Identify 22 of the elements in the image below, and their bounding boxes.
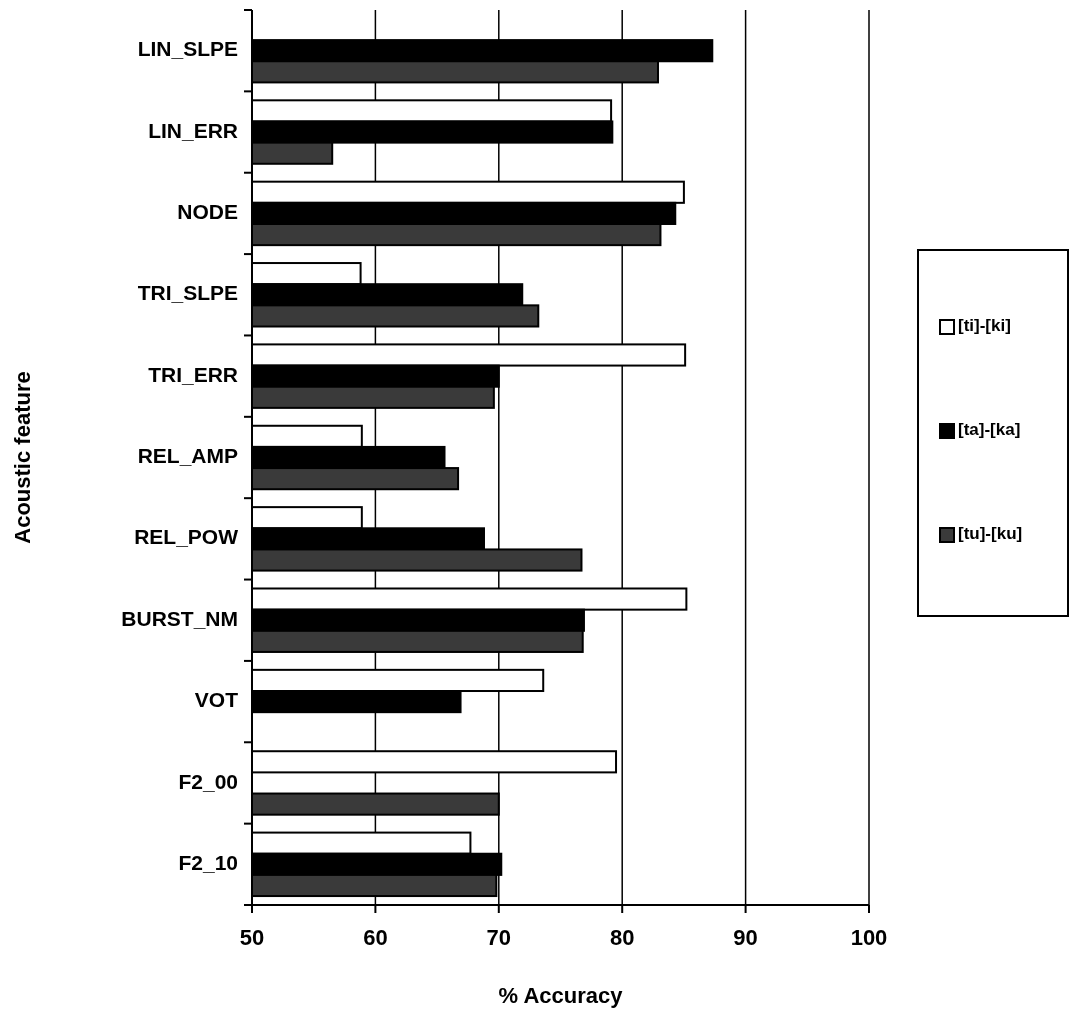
y-tick-label: TRI_SLPE	[137, 281, 238, 305]
x-tick-label: 100	[850, 925, 888, 950]
y-tick-label: REL_AMP	[137, 444, 238, 468]
y-tick-label: F2_00	[178, 769, 238, 793]
legend-label: [ti]-[ki]	[958, 316, 1011, 336]
y-axis-title: Acoustic feature	[10, 371, 35, 544]
y-tick-label: TRI_ERR	[148, 362, 238, 386]
y-tick-label: BURST_NM	[121, 606, 238, 630]
y-tick-label: REL_POW	[134, 525, 239, 549]
legend-label: [tu]-[ku]	[958, 524, 1023, 544]
y-tick-label: NODE	[177, 199, 238, 223]
x-tick-label: 60	[363, 925, 388, 950]
y-tick-label: LIN_ERR	[148, 118, 238, 142]
y-tick-label: F2_10	[178, 850, 238, 874]
y-tick-label: LIN_SLPE	[137, 37, 238, 61]
x-tick-label: 50	[239, 925, 265, 950]
legend-label: [ta]-[ka]	[958, 420, 1021, 440]
x-tick-label: 70	[486, 925, 512, 950]
y-tick-label: VOT	[194, 688, 239, 712]
x-tick-label: 90	[733, 925, 758, 950]
x-axis-title: % Accuracy	[498, 983, 624, 1008]
x-tick-label: 80	[609, 925, 635, 950]
